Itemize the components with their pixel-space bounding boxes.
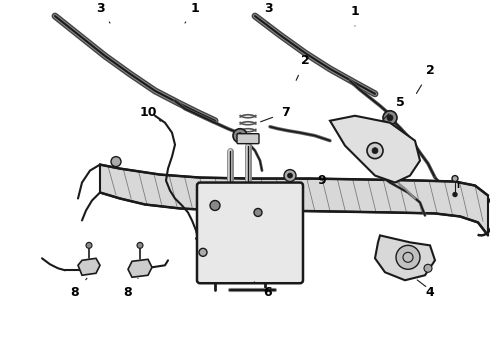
Circle shape	[284, 170, 296, 181]
Text: 6: 6	[254, 282, 272, 299]
Text: 1: 1	[185, 1, 199, 23]
Text: 7: 7	[261, 106, 290, 122]
Text: 2: 2	[296, 54, 309, 80]
Text: 9: 9	[299, 174, 326, 187]
Polygon shape	[128, 259, 152, 277]
Circle shape	[367, 143, 383, 159]
Text: 8: 8	[71, 278, 87, 299]
Circle shape	[199, 248, 207, 256]
Circle shape	[383, 111, 397, 125]
Text: 8: 8	[123, 278, 138, 299]
Polygon shape	[100, 165, 488, 235]
Circle shape	[210, 201, 220, 211]
Text: 1: 1	[351, 5, 359, 26]
Circle shape	[237, 133, 243, 139]
Text: 4: 4	[426, 286, 434, 299]
Text: 10: 10	[139, 106, 161, 121]
Text: 5: 5	[384, 96, 404, 119]
Polygon shape	[375, 235, 435, 280]
FancyBboxPatch shape	[237, 134, 259, 144]
Text: i: i	[457, 181, 460, 190]
FancyBboxPatch shape	[197, 183, 303, 283]
Circle shape	[424, 264, 432, 272]
Circle shape	[387, 115, 393, 121]
Circle shape	[254, 208, 262, 216]
Text: 3: 3	[96, 1, 110, 23]
Polygon shape	[330, 116, 420, 183]
Circle shape	[372, 148, 378, 154]
Text: 2: 2	[416, 64, 434, 94]
Circle shape	[452, 176, 458, 181]
Circle shape	[233, 129, 247, 143]
Circle shape	[396, 246, 420, 269]
Circle shape	[111, 157, 121, 167]
Circle shape	[453, 193, 457, 197]
Circle shape	[288, 173, 293, 178]
Circle shape	[137, 242, 143, 248]
Text: 3: 3	[264, 1, 272, 23]
Circle shape	[86, 242, 92, 248]
Polygon shape	[78, 258, 100, 275]
